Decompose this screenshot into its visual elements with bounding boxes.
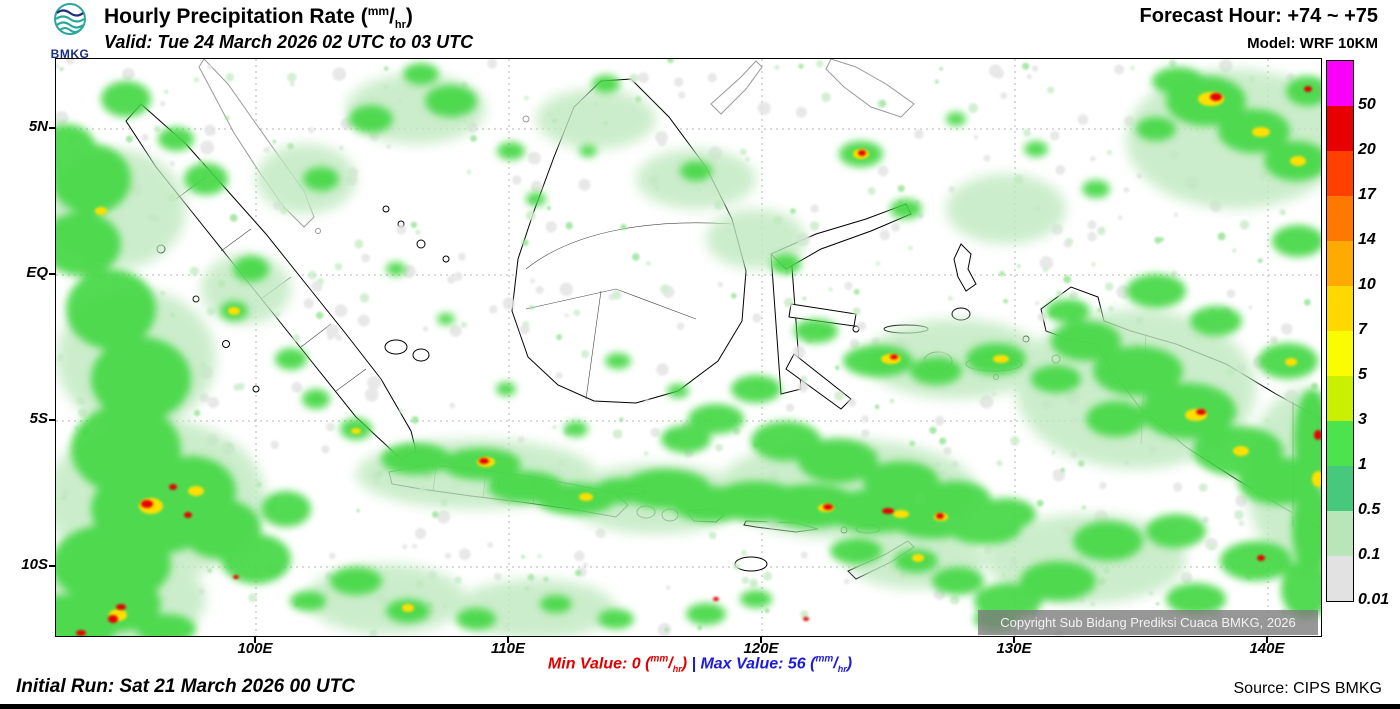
logo-text: BMKG — [50, 47, 90, 61]
lat-label-5n: 5N — [28, 118, 48, 135]
bmkg-logo-icon — [54, 3, 86, 35]
lat-label-10s: 10S — [21, 556, 48, 573]
colorbar-segment — [1327, 196, 1353, 241]
lon-label-100e: 100E — [237, 640, 273, 657]
model-label: Model: WRF 10KM — [1247, 35, 1378, 52]
x-tick — [507, 637, 509, 643]
min-value-label: Min Value: — [547, 655, 628, 673]
colorbar-segment — [1327, 556, 1353, 601]
precip-colorbar — [1326, 60, 1354, 602]
max-value-label: Max Value: — [700, 655, 784, 673]
x-tick — [760, 637, 762, 643]
colorbar-segment — [1327, 376, 1353, 421]
colorbar-value: 0.5 — [1358, 501, 1381, 518]
lon-label-120e: 120E — [743, 640, 779, 657]
valid-time-label: Valid: Tue 24 March 2026 02 UTC to 03 UT… — [104, 32, 474, 52]
bottom-border — [0, 704, 1400, 709]
precipitation-map — [56, 59, 1321, 636]
lon-label-110e: 110E — [491, 640, 525, 657]
colorbar-value: 0.01 — [1358, 591, 1390, 608]
lon-label-130e: 130E — [996, 640, 1032, 657]
colorbar-value: 50 — [1358, 96, 1376, 113]
colorbar-value: 17 — [1358, 186, 1376, 203]
colorbar-value: 10 — [1358, 276, 1376, 293]
green-precip — [56, 63, 1321, 636]
minmax-line: Min Value: 0 (mm/hr) | Max Value: 56 (mm… — [0, 654, 1400, 675]
y-tick — [49, 273, 55, 275]
colorbar-value: 3 — [1358, 411, 1367, 428]
title-unit-numerator: mm — [367, 4, 390, 18]
min-unit: (mm/hr) — [645, 654, 688, 675]
lon-label-140e: 140E — [1249, 640, 1285, 657]
colorbar-segment — [1327, 466, 1353, 511]
colorbar-segment — [1327, 241, 1353, 286]
source-label: Source: CIPS BMKG — [1233, 680, 1383, 697]
colorbar-value: 1 — [1358, 456, 1367, 473]
colorbar-value: 14 — [1358, 231, 1376, 248]
x-tick — [254, 637, 256, 643]
page-title: Hourly Precipitation Rate (mm/hr) — [104, 4, 413, 32]
max-unit: (mm/hr) — [810, 654, 853, 675]
y-tick — [49, 127, 55, 129]
lat-label-eq: EQ — [26, 264, 48, 281]
colorbar-value: 5 — [1358, 366, 1367, 383]
colorbar-segment — [1327, 421, 1353, 466]
y-tick — [49, 565, 55, 567]
forecast-hour-label: Forecast Hour: +74 ~ +75 — [1139, 5, 1378, 27]
colorbar-value: 7 — [1358, 321, 1367, 338]
colorbar-segment — [1327, 61, 1353, 106]
x-tick — [1013, 637, 1015, 643]
colorbar-segment — [1327, 331, 1353, 376]
title-unit-denominator: hr — [394, 19, 406, 32]
colorbar-segment — [1327, 511, 1353, 556]
x-tick — [1266, 637, 1268, 643]
colorbar-value: 20 — [1358, 141, 1376, 158]
colorbar-segment — [1327, 151, 1353, 196]
colorbar-segment — [1327, 106, 1353, 151]
lat-label-5s: 5S — [29, 410, 48, 427]
min-value: 0 — [631, 655, 641, 673]
map-frame: Copyright Sub Bidang Prediksi Cuaca BMKG… — [55, 58, 1322, 637]
y-tick — [49, 419, 55, 421]
colorbar-value: 0.1 — [1358, 546, 1381, 563]
red-precip-cores — [76, 86, 1321, 636]
initial-run-label: Initial Run: Sat 21 March 2026 00 UTC — [16, 676, 355, 697]
minmax-separator: | — [691, 655, 696, 673]
bmkg-logo: BMKG — [42, 2, 98, 61]
max-value: 56 — [787, 655, 806, 673]
colorbar-segment — [1327, 286, 1353, 331]
copyright-watermark: Copyright Sub Bidang Prediksi Cuaca BMKG… — [978, 610, 1318, 635]
